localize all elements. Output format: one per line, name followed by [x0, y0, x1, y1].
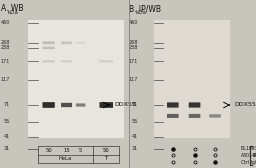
- Bar: [154, 20, 230, 138]
- Text: 55: 55: [4, 119, 10, 124]
- Text: 31: 31: [4, 146, 10, 151]
- Text: DDX55: DDX55: [234, 102, 256, 108]
- Text: kDa: kDa: [135, 10, 146, 15]
- Text: BL10936: BL10936: [241, 146, 256, 151]
- FancyBboxPatch shape: [167, 114, 179, 118]
- FancyBboxPatch shape: [209, 114, 221, 118]
- Text: 41: 41: [4, 134, 10, 139]
- FancyBboxPatch shape: [99, 102, 113, 108]
- Text: 117: 117: [129, 77, 138, 82]
- Text: 71: 71: [132, 102, 138, 108]
- Text: HeLa: HeLa: [59, 156, 72, 161]
- FancyBboxPatch shape: [189, 102, 200, 108]
- Text: B. IP/WB: B. IP/WB: [129, 4, 161, 13]
- Bar: [28, 20, 124, 138]
- Text: 55: 55: [132, 119, 138, 124]
- Text: 15: 15: [63, 148, 70, 153]
- FancyBboxPatch shape: [61, 60, 72, 62]
- Text: A. WB: A. WB: [1, 4, 24, 13]
- FancyBboxPatch shape: [42, 41, 55, 44]
- FancyBboxPatch shape: [61, 103, 72, 107]
- FancyBboxPatch shape: [61, 41, 72, 44]
- Text: IP: IP: [253, 153, 256, 158]
- Bar: [38, 146, 119, 163]
- Text: 5: 5: [79, 148, 82, 153]
- Text: DDX55: DDX55: [114, 102, 136, 108]
- FancyBboxPatch shape: [76, 42, 86, 44]
- Text: 31: 31: [132, 146, 138, 151]
- FancyBboxPatch shape: [76, 103, 86, 107]
- Text: 117: 117: [1, 77, 10, 82]
- Text: 71: 71: [4, 102, 10, 108]
- Text: 460: 460: [129, 20, 138, 25]
- Text: Ctrl IgG: Ctrl IgG: [241, 160, 256, 165]
- Text: 460: 460: [1, 20, 10, 25]
- Text: 50: 50: [45, 148, 52, 153]
- Text: 171: 171: [1, 59, 10, 64]
- Text: kDa: kDa: [7, 10, 18, 15]
- FancyBboxPatch shape: [42, 47, 55, 49]
- Text: 268: 268: [129, 40, 138, 45]
- FancyBboxPatch shape: [99, 60, 113, 62]
- FancyBboxPatch shape: [189, 114, 200, 118]
- Text: 41: 41: [132, 134, 138, 139]
- FancyBboxPatch shape: [42, 102, 55, 108]
- Text: 238: 238: [129, 45, 138, 50]
- FancyBboxPatch shape: [167, 102, 179, 108]
- Text: 171: 171: [129, 59, 138, 64]
- Text: 268: 268: [1, 40, 10, 45]
- Text: A303-027A: A303-027A: [241, 153, 256, 158]
- Text: T: T: [105, 156, 108, 161]
- FancyBboxPatch shape: [42, 60, 55, 62]
- Text: 238: 238: [1, 45, 10, 50]
- Text: 50: 50: [103, 148, 110, 153]
